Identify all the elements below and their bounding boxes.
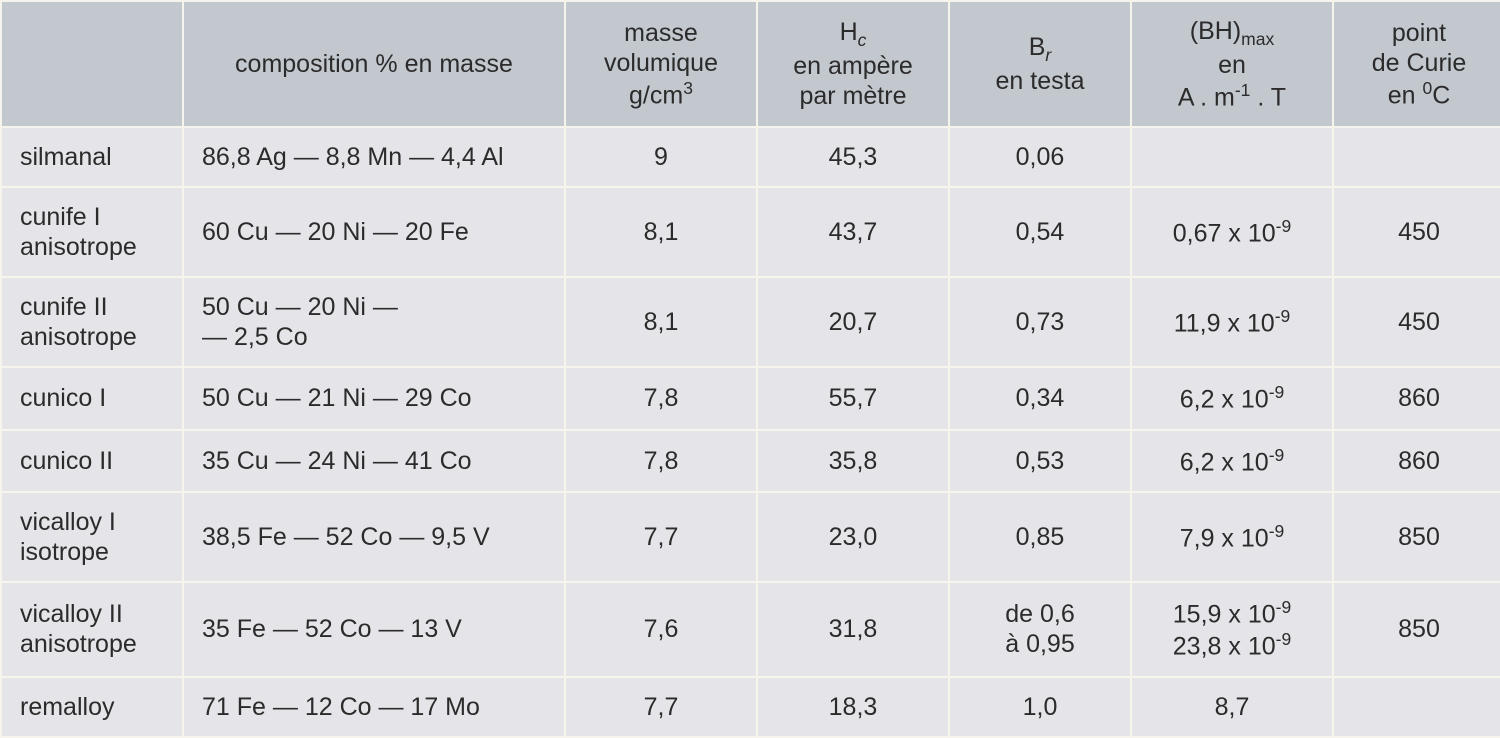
table-row: cunife Ianisotrope60 Cu — 20 Ni — 20 Fe8… [2, 188, 1500, 276]
header-text: . T [1250, 83, 1286, 111]
subscript: r [1045, 45, 1051, 65]
cell-br: 0,34 [950, 368, 1130, 428]
cell-hc: 31,8 [758, 583, 948, 676]
table-row: vicalloy IIanisotrope35 Fe — 52 Co — 13 … [2, 583, 1500, 676]
cell-br: de 0,6à 0,95 [950, 583, 1130, 676]
cell-br: 0,53 [950, 431, 1130, 491]
cell-composition: 50 Cu — 21 Ni — 29 Co [184, 368, 564, 428]
cell-name: cunife Ianisotrope [2, 188, 182, 276]
cell-br: 1,0 [950, 678, 1130, 736]
superscript: 0 [1422, 78, 1432, 98]
cell-name: cunife IIanisotrope [2, 278, 182, 366]
header-text: volumique [604, 49, 718, 77]
header-text: en [1218, 51, 1246, 79]
header-text: g/cm [629, 81, 683, 109]
cell-density: 7,7 [566, 493, 756, 581]
materials-table: composition % en masse masse volumique g… [0, 0, 1500, 738]
cell-density: 7,7 [566, 678, 756, 736]
cell-composition: 86,8 Ag — 8,8 Mn — 4,4 Al [184, 128, 564, 186]
cell-bhmax: 6,2 x 10-9 [1132, 368, 1332, 428]
header-text: B [1029, 33, 1046, 61]
table-row: silmanal86,8 Ag — 8,8 Mn — 4,4 Al945,30,… [2, 128, 1500, 186]
cell-name: remalloy [2, 678, 182, 736]
cell-density: 7,8 [566, 368, 756, 428]
cell-curie: 850 [1334, 583, 1500, 676]
header-text: H [840, 18, 858, 46]
cell-composition: 50 Cu — 20 Ni —— 2,5 Co [184, 278, 564, 366]
table-row: cunico I50 Cu — 21 Ni — 29 Co7,855,70,34… [2, 368, 1500, 428]
cell-bhmax: 7,9 x 10-9 [1132, 493, 1332, 581]
cell-curie [1334, 678, 1500, 736]
col-header-bhmax: (BH)max en A . m-1 . T [1132, 2, 1332, 126]
header-text: C [1432, 81, 1450, 109]
col-header-density: masse volumique g/cm3 [566, 2, 756, 126]
col-header-name [2, 2, 182, 126]
cell-br: 0,85 [950, 493, 1130, 581]
cell-br: 0,06 [950, 128, 1130, 186]
col-header-br: Br en testa [950, 2, 1130, 126]
cell-hc: 23,0 [758, 493, 948, 581]
table-row: remalloy71 Fe — 12 Co — 17 Mo7,718,31,08… [2, 678, 1500, 736]
header-text: en ampère [793, 52, 913, 80]
cell-bhmax: 11,9 x 10-9 [1132, 278, 1332, 366]
cell-bhmax [1132, 128, 1332, 186]
table-body: silmanal86,8 Ag — 8,8 Mn — 4,4 Al945,30,… [2, 128, 1500, 735]
subscript: c [858, 30, 867, 50]
cell-hc: 55,7 [758, 368, 948, 428]
cell-curie: 850 [1334, 493, 1500, 581]
table-row: vicalloy Iisotrope38,5 Fe — 52 Co — 9,5 … [2, 493, 1500, 581]
cell-density: 9 [566, 128, 756, 186]
header-text: en [1388, 81, 1423, 109]
cell-curie: 860 [1334, 431, 1500, 491]
cell-name: cunico II [2, 431, 182, 491]
cell-curie: 450 [1334, 278, 1500, 366]
col-header-hc: Hc en ampère par mètre [758, 2, 948, 126]
cell-composition: 35 Fe — 52 Co — 13 V [184, 583, 564, 676]
cell-name: vicalloy IIanisotrope [2, 583, 182, 676]
header-text: (BH) [1190, 17, 1241, 45]
cell-curie [1334, 128, 1500, 186]
cell-composition: 60 Cu — 20 Ni — 20 Fe [184, 188, 564, 276]
cell-bhmax: 0,67 x 10-9 [1132, 188, 1332, 276]
header-text: de Curie [1372, 49, 1467, 77]
cell-curie: 860 [1334, 368, 1500, 428]
table-row: cunife IIanisotrope50 Cu — 20 Ni —— 2,5 … [2, 278, 1500, 366]
table-header-row: composition % en masse masse volumique g… [2, 2, 1500, 126]
superscript: 3 [683, 78, 693, 98]
cell-density: 8,1 [566, 188, 756, 276]
header-text: A . m [1178, 83, 1235, 111]
cell-composition: 35 Cu — 24 Ni — 41 Co [184, 431, 564, 491]
table-row: cunico II35 Cu — 24 Ni — 41 Co7,835,80,5… [2, 431, 1500, 491]
cell-hc: 18,3 [758, 678, 948, 736]
cell-name: silmanal [2, 128, 182, 186]
cell-density: 7,8 [566, 431, 756, 491]
cell-hc: 35,8 [758, 431, 948, 491]
cell-hc: 20,7 [758, 278, 948, 366]
header-text: masse [624, 19, 698, 47]
cell-density: 8,1 [566, 278, 756, 366]
cell-bhmax: 15,9 x 10-923,8 x 10-9 [1132, 583, 1332, 676]
col-header-curie: point de Curie en 0C [1334, 2, 1500, 126]
header-text: en testa [996, 67, 1085, 95]
col-header-composition: composition % en masse [184, 2, 564, 126]
cell-bhmax: 8,7 [1132, 678, 1332, 736]
cell-bhmax: 6,2 x 10-9 [1132, 431, 1332, 491]
cell-hc: 43,7 [758, 188, 948, 276]
cell-br: 0,73 [950, 278, 1130, 366]
cell-composition: 38,5 Fe — 52 Co — 9,5 V [184, 493, 564, 581]
header-text: par mètre [800, 82, 907, 110]
header-text: point [1392, 19, 1446, 47]
cell-name: vicalloy Iisotrope [2, 493, 182, 581]
cell-name: cunico I [2, 368, 182, 428]
cell-br: 0,54 [950, 188, 1130, 276]
superscript: -1 [1235, 80, 1251, 100]
subscript: max [1241, 29, 1274, 49]
cell-hc: 45,3 [758, 128, 948, 186]
cell-composition: 71 Fe — 12 Co — 17 Mo [184, 678, 564, 736]
cell-density: 7,6 [566, 583, 756, 676]
cell-curie: 450 [1334, 188, 1500, 276]
